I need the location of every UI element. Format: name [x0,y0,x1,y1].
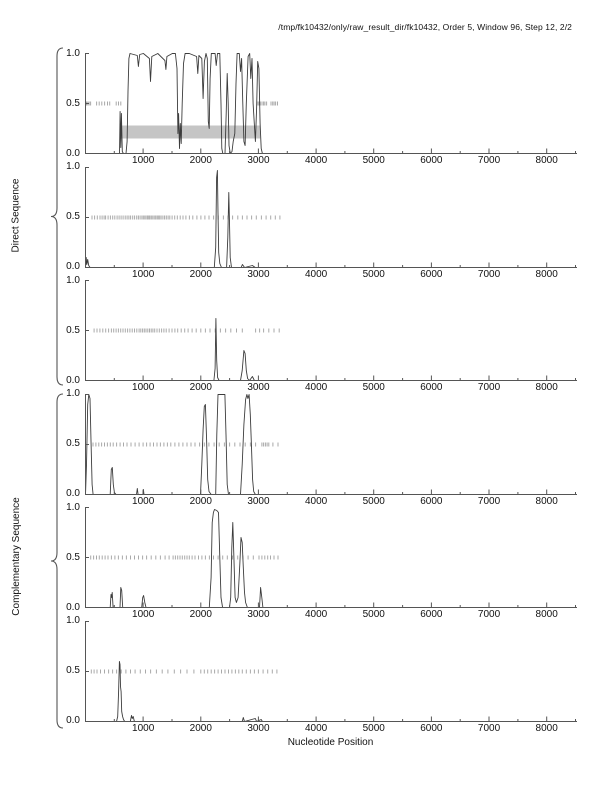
x-tick-label: 6000 [420,155,443,166]
complementary-sequence-brace-icon [50,393,64,729]
direct-frame-3-plot [85,280,577,381]
panel-complementary-frame-3: 1.0 0.5 0.0 1000 2000 3000 4000 5000 6000 7000 800… [0,615,612,740]
x-tick-label: 2000 [189,155,212,166]
x-tick-label: 6000 [420,382,443,393]
x-tick-label: 8000 [535,268,558,280]
axes [85,280,577,381]
x-tick-label: 7000 [477,609,501,620]
x-tick-label: 2000 [189,722,212,734]
x-tick-label: 1000 [132,155,155,166]
codon-mid-ticks [86,101,278,106]
panel-complementary-frame-2: 1.0 0.5 0.0 1000 2000 3000 4000 5000 6000 7000 800… [0,502,612,626]
axes [85,507,577,608]
x-tick-label: 2000 [189,495,212,507]
direct-sequence-brace-icon [50,47,64,386]
x-tick-label: 1000 [132,495,155,507]
x-tick-label: 5000 [362,609,385,620]
highlight-bar [120,125,261,139]
x-tick-label: 8000 [535,722,558,734]
axes [85,393,577,495]
x-tick-label: 6000 [420,268,443,280]
x-tick-label: 3000 [247,495,270,507]
x-tick-label: 4000 [304,722,328,734]
probability-curve [85,318,576,381]
x-tick-label: 6000 [420,609,443,620]
x-tick-label: 7000 [477,495,501,507]
x-tick-label: 3000 [247,268,270,280]
codon-mid-ticks [93,328,280,333]
x-tick-label: 8000 [535,495,558,507]
x-tick-label: 5000 [362,495,385,507]
axes [85,53,577,154]
complementary-frame-2-plot [85,507,577,608]
complementary-sequence-label: Complementary Sequence [11,497,22,616]
x-tick-label: 5000 [362,382,385,393]
x-tick-label: 1000 [132,268,155,280]
x-tick-label: 8000 [535,382,558,393]
x-tick-label: 2000 [189,609,212,620]
x-tick-label: 8000 [535,155,558,166]
x-tick-label: 4000 [304,609,328,620]
x-tick-label: 8000 [535,609,558,620]
x-tick-label: 4000 [304,155,328,166]
x-tick-label: 7000 [477,155,501,166]
panel-direct-frame-2: 1.0 0.5 0.0 1000 2000 3000 4000 5000 6000 7000 800… [0,161,612,286]
probability-curve [85,393,576,495]
complementary-frame-1-plot [85,393,577,495]
axes [85,166,577,268]
x-tick-label: 5000 [362,268,385,280]
probability-curve [85,660,576,722]
x-tick-label: 3000 [247,382,270,393]
probability-curve [85,169,576,268]
x-tick-label: 7000 [477,722,501,734]
codon-mid-ticks [90,555,279,560]
x-tick-label: 6000 [420,495,443,507]
codon-mid-ticks [91,215,281,219]
complementary-frame-3-plot [85,620,577,722]
x-tick-label: 4000 [304,268,328,280]
x-tick-label: 5000 [362,155,385,166]
x-tick-label: 3000 [247,155,270,166]
codon-mid-ticks [92,442,279,446]
x-tick-label: 7000 [477,268,501,280]
x-tick-label: 2000 [189,382,212,393]
direct-frame-1-plot [85,53,577,154]
x-tick-label: 1000 [132,722,155,734]
panel-direct-frame-1: 1.0 0.5 0.0 1000 2000 3000 4000 5000 6000 7000 800… [0,48,612,172]
x-tick-label: 5000 [362,722,385,734]
panel-complementary-frame-1: 1.0 0.5 0.0 1000 2000 3000 4000 5000 6000 7000 800… [0,388,612,513]
axes [85,620,577,722]
x-tick-label: 1000 [132,382,155,393]
plot-title: /tmp/fk10432/only/raw_result_dir/fk10432… [278,22,572,32]
x-tick-label: 3000 [247,609,270,620]
x-tick-label: 2000 [189,268,212,280]
direct-sequence-label: Direct Sequence [10,178,22,253]
x-tick-label: 7000 [477,382,501,393]
probability-curve [85,509,576,608]
x-axis-title: Nucleotide Position [287,737,374,748]
codon-mid-ticks [90,669,278,673]
panel-direct-frame-3: 1.0 0.5 0.0 1000 2000 3000 4000 5000 6000 7000 800… [0,275,612,399]
x-tick-label: 3000 [247,722,270,734]
direct-frame-2-plot [85,166,577,268]
x-tick-label: 1000 [132,609,155,620]
x-tick-label: 6000 [420,722,443,734]
x-tick-label: 4000 [304,495,328,507]
probability-curve [85,53,576,154]
x-tick-label: 4000 [304,382,328,393]
